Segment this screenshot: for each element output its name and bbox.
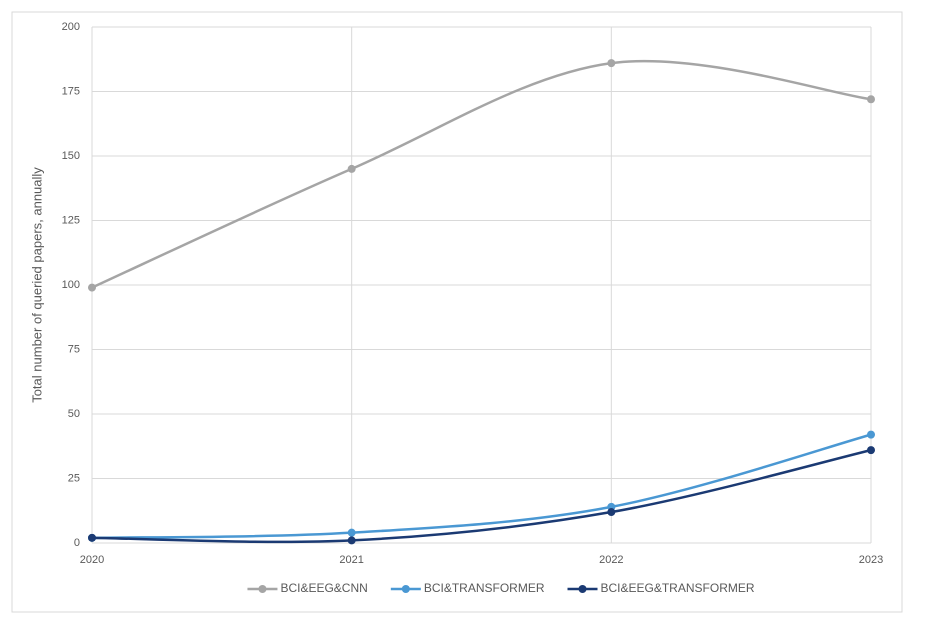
data-point	[867, 95, 875, 104]
legend-marker	[578, 585, 587, 593]
data-point	[88, 533, 96, 542]
data-point	[607, 508, 616, 517]
legend-label: BCI&EEG&CNN	[280, 581, 367, 595]
legend-marker	[401, 585, 410, 593]
legend-label: BCI&EEG&TRANSFORMER	[601, 581, 755, 595]
series-line	[91, 448, 872, 544]
y-tick-label: 150	[62, 150, 80, 162]
legend-marker	[258, 585, 267, 593]
data-point	[88, 283, 96, 292]
x-tick-label: 2023	[859, 554, 883, 566]
data-point	[347, 528, 356, 537]
data-point	[867, 446, 875, 455]
chart-frame	[11, 11, 903, 613]
data-point	[347, 164, 356, 173]
y-axis-label: Total number of queried papers, annually	[29, 167, 44, 403]
y-tick-label: 200	[62, 21, 80, 33]
x-tick-label: 2020	[80, 554, 104, 566]
data-point	[867, 430, 875, 439]
series-line	[91, 433, 872, 540]
x-tick-label: 2022	[599, 554, 623, 566]
y-tick-label: 75	[68, 343, 80, 355]
y-tick-label: 50	[68, 408, 80, 420]
y-tick-label: 0	[74, 537, 80, 549]
data-point	[347, 536, 356, 545]
y-tick-label: 100	[62, 279, 80, 291]
series-line	[91, 59, 872, 289]
data-point	[607, 59, 616, 68]
legend-label: BCI&TRANSFORMER	[424, 581, 545, 595]
y-tick-label: 25	[68, 472, 80, 484]
x-tick-label: 2021	[339, 554, 363, 566]
y-tick-label: 175	[62, 85, 80, 97]
y-tick-label: 125	[62, 214, 80, 226]
